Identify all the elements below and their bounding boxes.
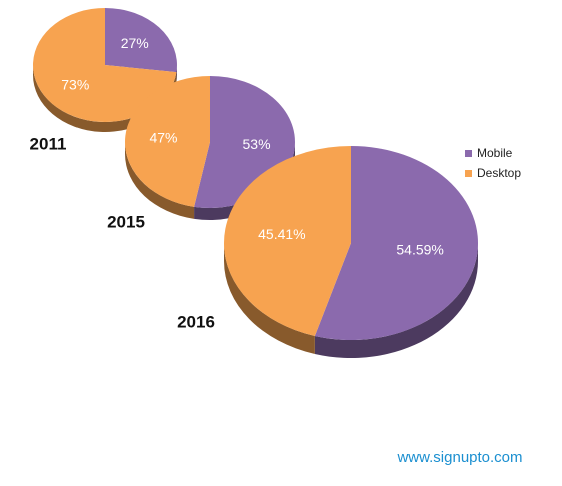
- value-label: 73%: [61, 76, 89, 92]
- slice-side: [125, 142, 195, 219]
- watermark: www.signupto.com: [396, 449, 522, 466]
- slice: [124, 76, 210, 207]
- slice-side: [224, 243, 315, 354]
- slice: [105, 8, 177, 73]
- pie-title: 2016: [177, 312, 215, 331]
- pie-title: 2015: [107, 212, 145, 231]
- value-label: 45.41%: [258, 226, 305, 242]
- value-label: 53%: [243, 136, 271, 152]
- value-label: 27%: [121, 35, 149, 51]
- legend-label: Mobile: [477, 146, 513, 160]
- legend-label: Desktop: [477, 166, 521, 180]
- value-label: 47%: [149, 129, 177, 145]
- legend-swatch: [465, 150, 472, 157]
- slice-side: [314, 243, 478, 358]
- slice-side: [176, 65, 177, 83]
- slice: [314, 146, 479, 340]
- pie-title: 2011: [30, 134, 67, 153]
- legend-swatch: [465, 170, 472, 177]
- slice: [32, 7, 177, 122]
- slice: [224, 146, 351, 336]
- value-label: 54.59%: [396, 241, 443, 257]
